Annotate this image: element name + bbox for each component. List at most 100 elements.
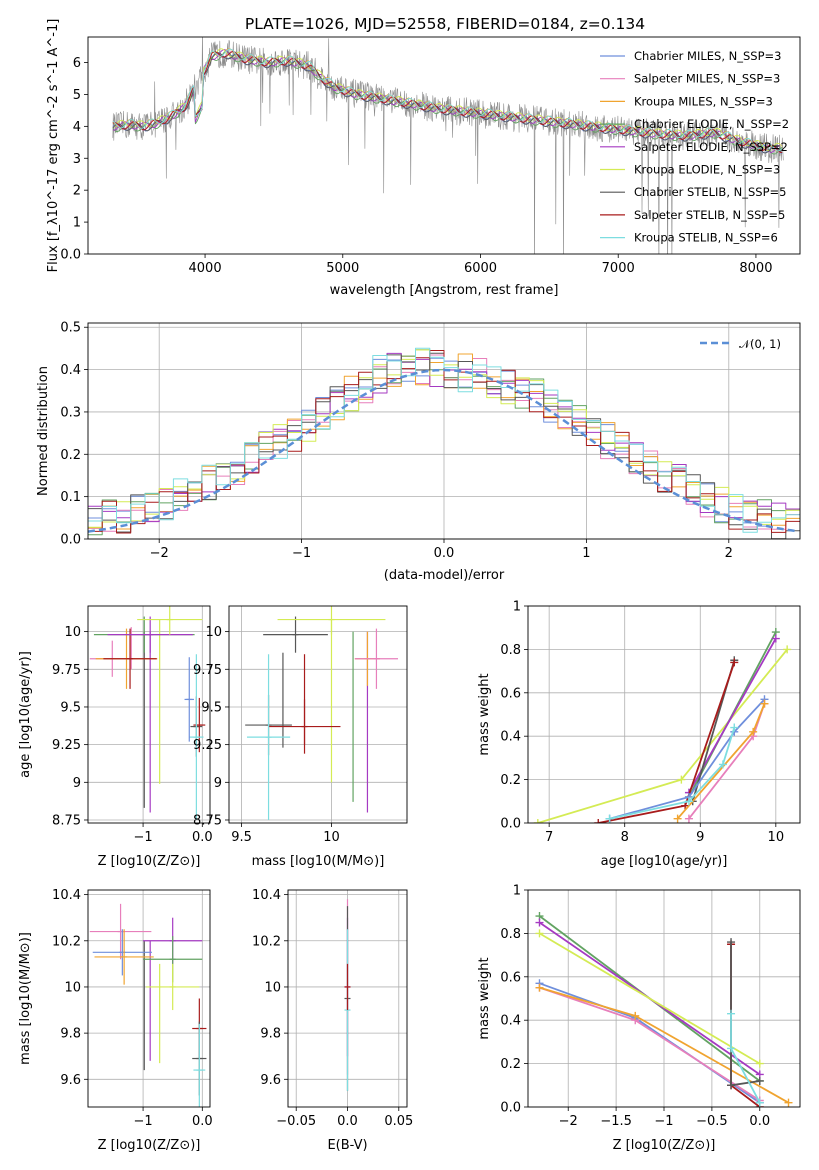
- axes: −1 0.0 8.75 9 9.25 9.5 9.75 10 Z [log10(Z/Z⊙)] ag…: [18, 605, 213, 869]
- axes-frame: [87, 36, 801, 255]
- observed-spectrum: [112, 37, 784, 254]
- plot-area: [344, 899, 351, 1091]
- y-axis-label: Flux [f_λ10^-17 erg cm^-2 s^-1 A^-1]: [46, 19, 61, 273]
- plus-marker: [533, 819, 542, 823]
- axes-frame: [87, 605, 211, 824]
- series-line-8: [609, 727, 736, 820]
- panel-spectrum: 4000 5000 6000 7000 8000 0.0 1 2 3 4 5 6 wavelength …: [46, 19, 801, 298]
- plus-marker: [673, 814, 682, 823]
- x-axis-label: Z [log10(Z/Z⊙)]: [98, 1138, 201, 1153]
- y-tick-label: 0.2: [60, 448, 81, 463]
- y-tick-label: 10: [205, 625, 222, 640]
- model-spectrum-3: [112, 50, 783, 155]
- model-spectrum-0: [112, 52, 783, 155]
- plus-marker: [631, 1011, 640, 1020]
- grid-lines: [229, 606, 407, 823]
- x-tick-label: 7: [545, 830, 553, 845]
- y-tick-label: 0.0: [60, 533, 81, 548]
- y-tick-label: 9.75: [193, 663, 222, 678]
- y-tick-label: 10: [64, 980, 81, 995]
- y-tick-label: 0.3: [60, 405, 81, 420]
- y-tick-label: 9.8: [260, 1027, 281, 1042]
- grid-lines: [88, 606, 210, 823]
- y-tick-label: 10.2: [52, 934, 81, 949]
- x-tick-label: −1.5: [600, 1114, 632, 1129]
- plus-marker: [727, 938, 736, 947]
- x-tick-label: 9: [696, 830, 704, 845]
- legend-entry: Salpeter ELODIE, N_SSP=2: [634, 140, 788, 154]
- y-tick-label: 9.8: [60, 1027, 81, 1042]
- axes-frame: [287, 889, 408, 1108]
- x-tick-label: 10: [768, 830, 785, 845]
- plus-marker: [718, 760, 727, 769]
- plot-area: [88, 347, 800, 539]
- axes-frame: [527, 605, 801, 824]
- legend-entry: Salpeter STELIB, N_SSP=5: [634, 208, 785, 222]
- plot-area: [89, 903, 207, 1107]
- y-tick-label: 10.2: [252, 934, 281, 949]
- y-tick-label: 0.4: [500, 1014, 521, 1029]
- plot-area: [89, 606, 206, 820]
- series-line-5: [609, 698, 766, 820]
- legend-entry: Kroupa STELIB, N_SSP=6: [634, 231, 778, 245]
- y-tick-label: 0.2: [500, 773, 521, 788]
- plus-marker: [755, 1076, 764, 1085]
- panel-mass_vs_ebv: −0.05 0.0 0.05 9.6 9.8 10 10.2 10.4 E(B-V): [252, 888, 413, 1153]
- panel-massweight_vs_Z: −2 −1.5 −1 −0.5 0.0 0.0 0.2 0.4 0.6 0.8 1 Z [log10(…: [477, 884, 801, 1153]
- y-tick-label: 0.4: [500, 730, 521, 745]
- x-axis-label: age [log10(age/yr)]: [601, 854, 728, 869]
- y-tick-label: 0.2: [500, 1057, 521, 1072]
- x-axis-label: Z [log10(Z/Z⊙)]: [613, 1138, 716, 1153]
- y-tick-label: 1: [513, 600, 521, 615]
- x-tick-label: 0.0: [337, 1114, 358, 1129]
- model-spectrum-8: [112, 48, 783, 152]
- plot-area: [112, 37, 784, 254]
- x-tick-label: 5000: [326, 261, 359, 276]
- plot-area: [535, 912, 793, 1107]
- x-tick-label: 8000: [739, 261, 772, 276]
- x-tick-label: 10: [323, 830, 340, 845]
- series-line-2: [539, 932, 761, 1065]
- x-axis-label: E(B-V): [327, 1138, 367, 1153]
- plus-marker: [594, 819, 603, 823]
- x-tick-label: 6000: [464, 261, 497, 276]
- grid-lines: [88, 890, 210, 1107]
- legend-entry: Salpeter MILES, N_SSP=3: [634, 72, 780, 86]
- axes-frame: [87, 322, 801, 540]
- model-spectrum-7: [112, 51, 783, 153]
- y-tick-label: 5: [73, 88, 81, 103]
- plus-marker: [749, 727, 758, 736]
- y-tick-label: 10: [264, 980, 281, 995]
- y-tick-label: 8.75: [52, 813, 81, 828]
- series-line-3: [539, 982, 761, 1104]
- axes-frame: [527, 889, 801, 1108]
- plus-marker: [784, 1098, 793, 1107]
- legend-entry: 𝒩(0, 1): [739, 337, 781, 351]
- axes: −1 0.0 9.6 9.8 10 10.2 10.4 Z [log10(Z/Z⊙)] mass…: [18, 888, 213, 1153]
- panel-residuals: −2 −1 0.0 1 2 0.0 0.1 0.2 0.3 0.4 0.5 (data-model)/…: [36, 321, 801, 583]
- y-tick-label: 10: [64, 625, 81, 640]
- panel-mass_vs_Z: −1 0.0 9.6 9.8 10 10.2 10.4 Z [log10(Z/Z⊙)] mass…: [18, 888, 213, 1153]
- x-tick-label: 2: [725, 546, 733, 561]
- gaussian-reference-curve: [88, 368, 798, 533]
- y-tick-label: 10.4: [52, 888, 81, 903]
- x-tick-label: 0.05: [384, 1114, 413, 1129]
- x-tick-label: −2: [559, 1114, 578, 1129]
- y-axis-label: mass weight: [477, 957, 492, 1039]
- plus-marker: [727, 1009, 736, 1018]
- panel-massweight_vs_age: 7 8 9 10 0.0 0.2 0.4 0.6 0.8 1 age [log10(age/yr)]…: [477, 600, 801, 869]
- y-tick-label: 0.8: [500, 927, 521, 942]
- y-tick-label: 10.4: [252, 888, 281, 903]
- x-tick-label: 1: [582, 546, 590, 561]
- axes: −2 −1.5 −1 −0.5 0.0 0.0 0.2 0.4 0.6 0.8 1 Z [log10(…: [477, 884, 801, 1153]
- y-tick-label: 1: [73, 216, 81, 231]
- plus-marker: [771, 634, 780, 643]
- y-tick-label: 0.4: [60, 363, 81, 378]
- y-tick-label: 6: [73, 56, 81, 71]
- axes: 7 8 9 10 0.0 0.2 0.4 0.6 0.8 1 age [log10(age/yr)]…: [477, 600, 801, 869]
- legend: Chabrier MILES, N_SSP=3 Salpeter MILES, N…: [600, 49, 789, 245]
- y-axis-label: mass weight: [477, 673, 492, 755]
- x-tick-label: −0.05: [276, 1114, 316, 1129]
- figure-title: PLATE=1026, MJD=52558, FIBERID=0184, z=0…: [245, 15, 645, 33]
